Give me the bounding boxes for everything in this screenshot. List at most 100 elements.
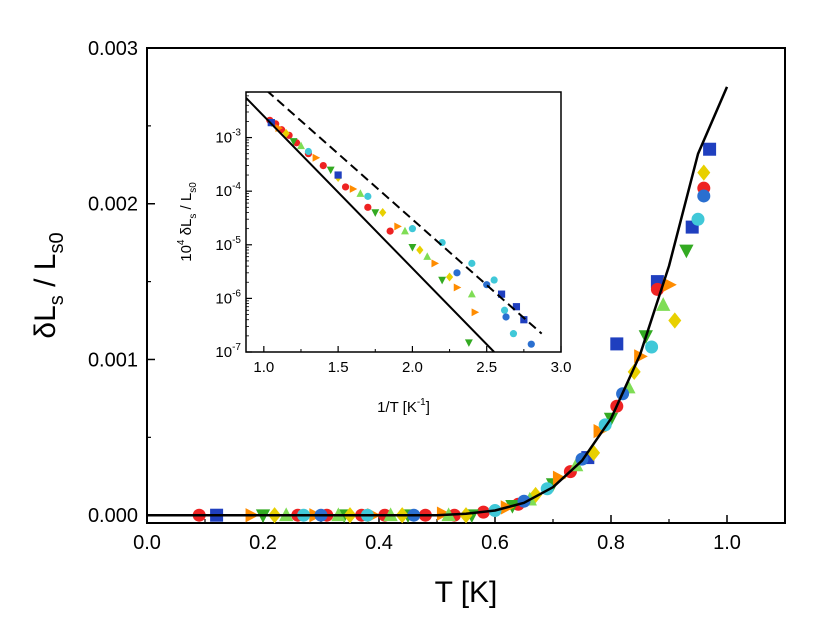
inset-y-tick-exp: -3 (232, 128, 241, 139)
x-tick-label: 0.2 (249, 532, 277, 554)
inset-data-point (471, 308, 480, 317)
inset-x-tick-label: 1.0 (253, 359, 274, 376)
inset-data-point (467, 289, 476, 298)
y-tick-label: 0.002 (88, 194, 138, 216)
inset-data-point (364, 192, 372, 200)
inset-y-tick-label: 10-3 (215, 128, 241, 147)
data-point (552, 470, 567, 485)
inset-x-tick-label: 1.5 (328, 359, 349, 376)
y-axis-title-base: δL (29, 305, 62, 338)
fit-line (147, 86, 729, 517)
inset-dashed-line (266, 92, 543, 335)
y-tick-label: 0.001 (88, 349, 138, 371)
inset-x-title-tail: ] (426, 399, 430, 416)
y-axis-title-sub1: s (46, 295, 68, 305)
inset-data-point (464, 339, 473, 347)
inset-data-point (379, 208, 387, 218)
y-axis-title-slash: / L (29, 254, 62, 296)
inset-data-point (341, 183, 350, 191)
inset-data-point (423, 252, 432, 260)
inset-y-tick-label: 10-4 (215, 181, 241, 200)
data-point (459, 507, 473, 524)
y-tick-label: 0.000 (88, 505, 138, 527)
inset-data-point (468, 259, 476, 267)
inset-data-point (512, 303, 521, 311)
x-tick-label: 0.6 (481, 532, 509, 554)
inset-y-title-sub1: s (188, 214, 199, 219)
inset-data-point (408, 243, 417, 252)
data-point (645, 340, 659, 354)
inset-y-title-sub2: s0 (188, 182, 199, 193)
inset-x-title-base: 1/T [K (377, 399, 417, 416)
inset-y-axis-title: 104 δLs / Ls0 (176, 182, 199, 262)
inset-data-point (386, 227, 394, 235)
inset-plot: 1.0 1.5 2.0 2.5 3.010-310-410-510-610-71/T [… (176, 91, 571, 416)
inset-data-point (416, 245, 424, 255)
inset-y-tick-base: 10 (215, 130, 232, 147)
inset-x-tick-label: 2.5 (476, 359, 497, 376)
x-tick-label: 0.4 (365, 532, 393, 554)
inset-y-tick-label: 10-7 (215, 342, 241, 361)
data-point (668, 312, 682, 329)
inset-data-point (356, 189, 365, 197)
x-axis-title: T [K] (435, 576, 498, 609)
inset-y-tick-base: 10 (215, 183, 232, 200)
inset-data-point (490, 276, 498, 284)
y-tick-label: 0.003 (88, 38, 138, 60)
data-point (593, 423, 608, 439)
inset-data-point (282, 128, 290, 138)
inset-data-point (453, 283, 462, 292)
inset-data-point (453, 269, 461, 277)
inset-y-tick-exp: -4 (232, 181, 241, 192)
inset-data-point (349, 184, 358, 193)
inset-data-point (408, 225, 417, 233)
inset-data-point (334, 171, 342, 179)
inset-y-tick-base: 10 (215, 290, 232, 307)
inset-data-group (246, 92, 543, 352)
inset-data-point (445, 272, 454, 282)
data-point (697, 189, 711, 203)
inset-y-tick-exp: -7 (232, 342, 241, 353)
inset-data-point (438, 276, 447, 285)
inset-data-point (500, 306, 509, 314)
inset-data-point (520, 316, 528, 324)
inset-data-point (509, 330, 518, 338)
inset-data-point (394, 222, 402, 231)
main-plot: 0.0 0.2 0.4 0.6 0.8 1.0 0.000 0.001 0.002 0.003 T … (29, 38, 786, 609)
inset-data-point (326, 166, 335, 175)
inset-y-title-base: 10 (178, 245, 195, 262)
y-axis-title: δLs / Ls0 (29, 232, 68, 338)
inset-y-tick-exp: -6 (232, 288, 241, 299)
inset-y-title-mid: δL (178, 219, 195, 240)
data-point (691, 212, 705, 226)
data-point (656, 297, 671, 311)
y-axis-title-sub2: s0 (46, 232, 68, 253)
inset-y-title-sup: 4 (176, 239, 187, 245)
inset-data-point (304, 147, 313, 156)
inset-x-title-sup: -1 (417, 397, 426, 408)
inset-x-tick-label: 2.0 (402, 359, 423, 376)
data-point (610, 337, 624, 351)
inset-data-point (502, 313, 510, 321)
inset-data-point (297, 141, 305, 150)
data-point (663, 277, 677, 292)
inset-data-point (401, 226, 409, 235)
inset-data-point (312, 153, 321, 162)
inset-data-point (431, 259, 440, 268)
inset-y-tick-base: 10 (215, 237, 232, 254)
inset-y-tick-label: 10-6 (215, 288, 241, 307)
inset-y-tick-base: 10 (215, 344, 232, 361)
inset-data-point (371, 209, 380, 217)
inset-frame (245, 91, 562, 353)
inset-y-tick-label: 10-5 (215, 235, 241, 254)
x-tick-label: 1.0 (713, 532, 741, 554)
inset-x-axis-title: 1/T [K-1] (377, 397, 430, 416)
data-point (697, 164, 711, 181)
inset-solid-line (246, 97, 495, 352)
data-point (679, 244, 694, 259)
inset-data-point (497, 290, 506, 298)
inset-y-title-slash: / L (178, 193, 195, 214)
inset-y-tick-exp: -5 (232, 235, 241, 246)
